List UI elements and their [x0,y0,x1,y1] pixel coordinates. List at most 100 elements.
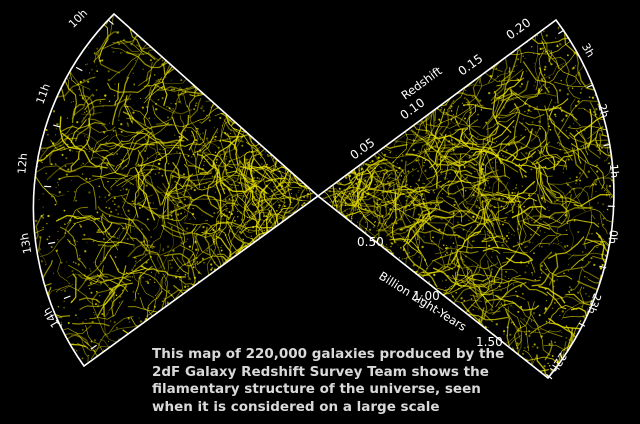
galaxy-point [90,114,92,116]
galaxy-point [34,259,36,262]
galaxy-filament [436,136,446,167]
redshift-tick-label: 0.15 [456,51,486,78]
galaxy-point [534,81,536,83]
galaxy-point [146,128,148,130]
galaxy-point [503,237,506,240]
galaxy-point [199,133,201,135]
galaxy-point [265,218,268,221]
galaxy-point [292,179,294,181]
galaxy-filament [119,131,150,165]
galaxy-point [450,118,453,121]
galaxy-filament [75,331,119,351]
left-wedge-outline [32,12,320,368]
galaxy-point [401,258,404,260]
galaxy-point [554,302,556,304]
galaxy-point [417,179,421,182]
galaxy-point [167,150,169,152]
galaxy-point [531,219,533,221]
galaxy-point [471,247,472,248]
galaxy-point [238,174,241,177]
galaxy-point [247,161,250,164]
galaxy-point [174,102,177,105]
galaxy-point [172,277,174,279]
galaxy-point [177,146,180,149]
galaxy-point [240,223,242,225]
arc-tick [558,29,565,35]
galaxy-point [188,50,190,52]
galaxy-point [85,64,87,66]
galaxy-point [382,183,384,185]
galaxy-filament [577,176,599,198]
galaxy-filament [148,78,176,114]
galaxy-point [287,187,290,190]
galaxy-point [223,274,225,276]
galaxy-point [556,44,559,48]
galaxy-filament [68,68,89,105]
galaxy-point [47,214,50,218]
galaxy-point [94,73,96,75]
galaxy-point [129,224,131,226]
galaxy-point [401,264,404,267]
galaxy-point [249,266,251,268]
galaxy-point [492,166,495,170]
galaxy-filament [67,218,105,236]
galaxy-filament [179,137,188,165]
galaxy-point [512,99,514,101]
galaxy-filament [64,334,89,345]
galaxy-filament [257,184,291,226]
galaxy-filament [109,130,144,150]
galaxy-point [241,144,244,147]
galaxy-point [41,260,43,262]
galaxy-filament [425,146,453,151]
galaxy-point [64,165,67,168]
galaxy-point [355,202,358,204]
galaxy-point [497,370,500,373]
galaxy-filament [221,255,257,309]
galaxy-point [130,43,133,46]
galaxy-point [371,217,373,219]
galaxy-point [557,26,560,29]
galaxy-point [475,163,478,166]
galaxy-filament [96,222,113,233]
galaxy-filament [466,279,500,286]
galaxy-point [440,156,443,159]
galaxy-point [188,178,190,180]
galaxy-point [122,188,125,190]
galaxy-point [224,214,226,217]
galaxy-point [272,203,275,205]
galaxy-filament [412,201,443,206]
galaxy-filament [479,154,485,178]
galaxy-filament [107,131,154,143]
galaxy-point [539,92,542,95]
galaxy-point [152,202,154,204]
galaxy-point [537,91,540,94]
galaxy-point [184,285,187,288]
galaxy-point [108,122,111,124]
galaxy-point [557,345,560,348]
galaxy-filament [509,103,521,144]
galaxy-point [397,203,399,205]
galaxy-point [457,221,459,224]
galaxy-filament [486,102,518,130]
galaxy-point [490,270,492,272]
galaxy-point [534,330,536,332]
galaxy-filament [589,166,611,199]
galaxy-filament [443,155,466,168]
galaxy-point [616,126,617,127]
galaxy-point [566,244,569,247]
galaxy-point [131,68,133,70]
galaxy-point [555,359,557,361]
galaxy-point [170,27,172,29]
galaxy-point [581,251,584,253]
galaxy-point [500,99,503,102]
galaxy-point [451,251,454,254]
galaxy-point [96,211,99,214]
galaxy-point [539,128,541,130]
galaxy-point [228,198,231,201]
galaxy-point [169,263,172,265]
galaxy-point [515,92,517,95]
galaxy-point [46,238,49,241]
galaxy-point [449,172,451,175]
galaxy-point [546,87,548,89]
galaxy-point [198,183,201,185]
